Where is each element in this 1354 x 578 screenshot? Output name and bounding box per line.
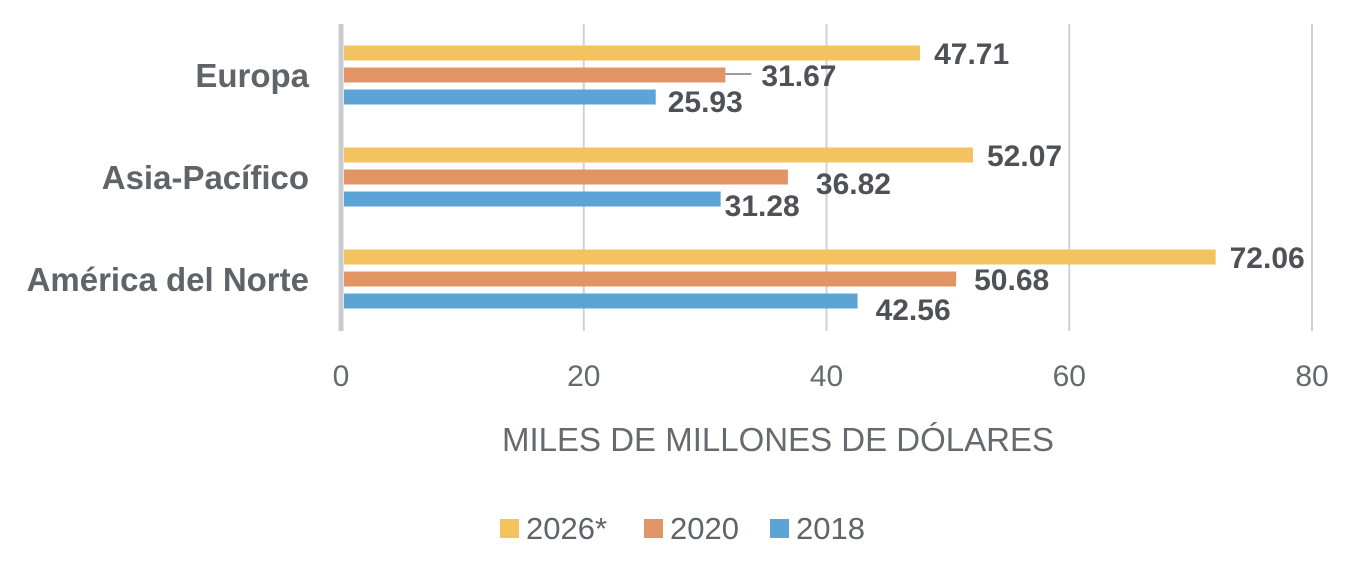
category-label-america-del-norte: América del Norte	[27, 261, 309, 298]
bar-america-del-norte-2018	[344, 293, 858, 309]
x-tick-label-40: 40	[810, 360, 843, 393]
data-labels: 47.71 31.67 25.93 52.07 36.82 31.28 72.06 50.68…	[668, 38, 1305, 327]
legend: 2026* 2020 2018	[500, 511, 865, 546]
bar-america-del-norte-2026	[344, 249, 1216, 265]
data-label-asia-pacifico-2026: 52.07	[987, 140, 1062, 173]
bar-america-del-norte-2020	[344, 271, 957, 287]
bar-europa-2018	[344, 89, 656, 105]
bar-asia-pacifico-2026	[344, 147, 973, 163]
x-axis-title: MILES DE MILLONES DE DÓLARES	[502, 421, 1054, 458]
data-label-america-del-norte-2018: 42.56	[876, 294, 951, 327]
x-tick-label-0: 0	[333, 360, 350, 393]
x-axis-ticks: 0 20 40 60 80	[333, 360, 1329, 393]
x-tick-label-20: 20	[567, 360, 600, 393]
data-label-america-del-norte-2020: 50.68	[974, 264, 1049, 297]
legend-swatch-2026	[500, 519, 519, 538]
data-label-europa-2020: 31.67	[761, 60, 836, 93]
category-label-asia-pacifico: Asia-Pacífico	[102, 159, 309, 196]
bar-asia-pacifico-2020	[344, 169, 788, 185]
x-tick-label-60: 60	[1053, 360, 1086, 393]
category-labels: Europa Asia-Pacífico América del Norte	[27, 57, 310, 298]
x-tick-label-80: 80	[1295, 360, 1328, 393]
legend-label-2018: 2018	[796, 511, 865, 546]
data-label-asia-pacifico-2018: 31.28	[725, 190, 800, 223]
data-label-america-del-norte-2026: 72.06	[1230, 242, 1305, 275]
bar-europa-2026	[344, 45, 921, 61]
legend-label-2020: 2020	[670, 511, 739, 546]
data-label-europa-2018: 25.93	[668, 86, 743, 119]
legend-swatch-2020	[644, 519, 663, 538]
bars	[344, 45, 1216, 309]
legend-label-2026: 2026*	[526, 511, 607, 546]
bar-asia-pacifico-2018	[344, 191, 721, 207]
data-label-europa-2026: 47.71	[934, 38, 1009, 71]
bar-europa-2020	[344, 67, 726, 83]
legend-swatch-2018	[770, 519, 789, 538]
data-label-asia-pacifico-2020: 36.82	[816, 168, 891, 201]
category-label-europa: Europa	[195, 57, 309, 94]
